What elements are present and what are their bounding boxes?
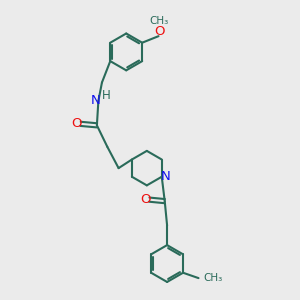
Text: O: O xyxy=(71,117,82,130)
Text: N: N xyxy=(91,94,100,107)
Text: H: H xyxy=(101,89,110,102)
Text: CH₃: CH₃ xyxy=(149,16,169,26)
Text: N: N xyxy=(160,170,170,183)
Text: O: O xyxy=(140,193,150,206)
Text: CH₃: CH₃ xyxy=(204,273,223,283)
Text: O: O xyxy=(154,25,164,38)
